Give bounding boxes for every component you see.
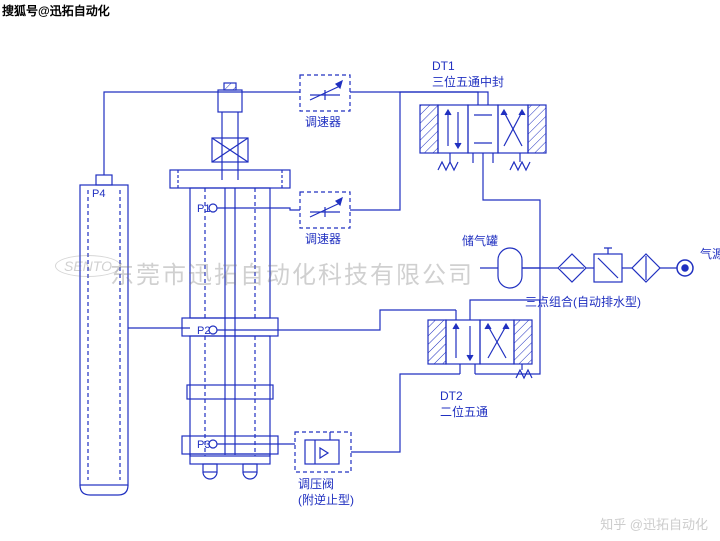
air-tank-label: 储气罐 <box>462 233 498 248</box>
reservoir-block <box>80 175 128 495</box>
dt1-valve <box>420 95 546 170</box>
company-watermark: 东莞市迅拓自动化科技有限公司 <box>110 255 474 290</box>
pressure-valve <box>295 432 351 472</box>
source-tag: 搜狐号@迅拓自动化 <box>2 2 110 19</box>
pressure-valve-sub-label: (附逆止型) <box>298 492 354 507</box>
port-p2-label: P2 <box>197 325 210 337</box>
air-source-label: 气源 <box>700 246 720 261</box>
dt1-name-label: 三位五通中封 <box>432 74 504 89</box>
speed-controller-1-label: 调速器 <box>305 115 341 129</box>
dt2-valve <box>428 310 532 378</box>
speed-controller-1 <box>300 75 350 111</box>
port-p4-label: P4 <box>92 188 105 200</box>
frl-label: 三点组合(自动排水型) <box>525 294 641 309</box>
speed-controller-2 <box>300 192 350 228</box>
dt2-name-label: 二位五通 <box>440 404 488 419</box>
port-p1-label: P1 <box>197 203 210 215</box>
speed-controller-2-label: 调速器 <box>305 232 341 246</box>
frl-unit <box>558 248 660 282</box>
pressure-valve-label: 调压阀 <box>298 477 334 491</box>
dt1-code-label: DT1 <box>432 59 455 73</box>
zhihu-watermark: 知乎 @迅拓自动化 <box>600 514 708 533</box>
port-p3-label: P3 <box>197 439 210 451</box>
dt2-code-label: DT2 <box>440 389 463 403</box>
air-tank <box>498 248 522 288</box>
air-source <box>677 260 693 276</box>
